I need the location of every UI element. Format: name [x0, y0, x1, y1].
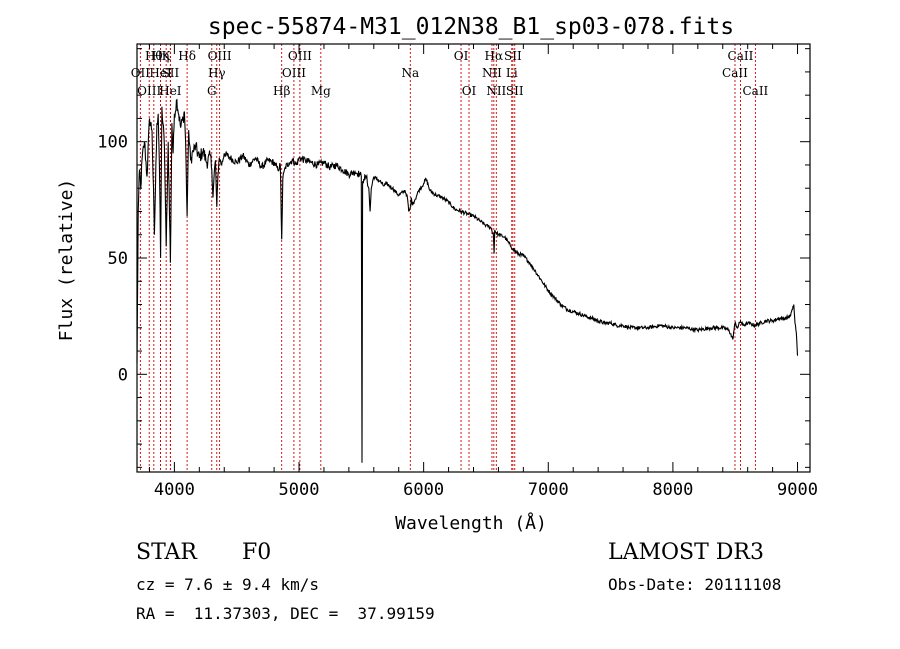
object-class: STAR [136, 540, 197, 565]
line-label-3: Hη [152, 49, 170, 63]
x-axis-label: Wavelength (Å) [395, 512, 547, 534]
line-label-18: OI [462, 84, 477, 98]
y-tick-label-0: 0 [118, 365, 128, 385]
line-label-4: HeI [149, 66, 172, 80]
line-label-1: OIII [137, 84, 161, 98]
y-tick-label-2: 100 [97, 133, 128, 153]
line-label-25: CaII [722, 66, 748, 80]
x-tick-label-2: 6000 [403, 480, 444, 500]
x-tick-label-0: 4000 [154, 480, 195, 500]
line-label-6: SII [162, 66, 180, 80]
line-label-12: Hβ [273, 84, 290, 98]
line-label-20: Hα [485, 49, 504, 63]
line-label-27: CaII [742, 84, 768, 98]
line-label-15: Mg [311, 84, 331, 98]
line-label-5: K [162, 49, 172, 63]
y-axis-label: Flux (relative) [56, 179, 77, 342]
line-label-14: OIII [288, 49, 312, 63]
spectrum-line [136, 98, 799, 463]
line-label-22: Li [506, 66, 518, 80]
line-label-11: OIII [208, 49, 232, 63]
chart-title: spec-55874-M31_012N38_B1_sp03-078.fits [208, 14, 734, 40]
line-label-0: OII [131, 66, 151, 80]
line-label-2: Hθ [145, 49, 163, 63]
line-label-17: OI [454, 49, 469, 63]
line-label-13: OIII [282, 66, 306, 80]
plot-frame [136, 43, 811, 473]
axis-ticks: 4000 5000 6000 7000 8000 9000 0 50 100 [97, 44, 818, 500]
line-label-26: CaII [728, 49, 754, 63]
x-tick-label-5: 9000 [777, 480, 818, 500]
object-subclass: F0 [242, 540, 272, 565]
redshift-text: cz = 7.6 ± 9.4 km/s [136, 575, 320, 594]
line-label-9: G [207, 84, 217, 98]
spectral-line-labels: OIIOIIIHθHηHeIKSIIHeIHδGHγOIIIHβOIIIOIII… [131, 49, 769, 98]
obs-date: Obs-Date: 20111108 [608, 575, 782, 594]
survey-name: LAMOST DR3 [608, 540, 764, 565]
line-label-24: SII [506, 84, 524, 98]
line-label-7: HeI [159, 84, 182, 98]
coordinates: RA = 11.37303, DEC = 37.99159 [136, 604, 435, 623]
line-label-16: Na [401, 66, 419, 80]
x-tick-label-1: 5000 [279, 480, 320, 500]
x-tick-label-4: 8000 [652, 480, 693, 500]
line-label-10: Hγ [208, 66, 226, 80]
y-tick-label-1: 50 [108, 249, 128, 269]
line-label-23: SII [504, 49, 522, 63]
line-label-19: NII [482, 66, 502, 80]
x-tick-label-3: 7000 [528, 480, 569, 500]
spectral-line-markers [139, 44, 756, 472]
line-label-21: NII [486, 84, 506, 98]
line-label-8: Hδ [178, 49, 196, 63]
